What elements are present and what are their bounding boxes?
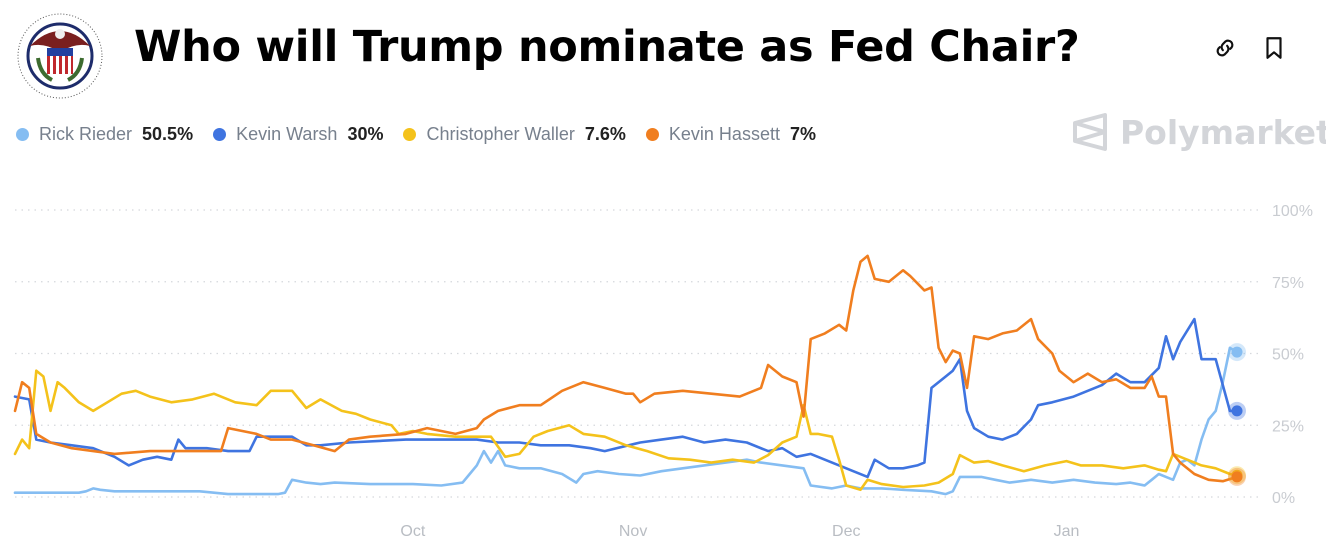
series-line-christopher-waller	[13, 369, 1239, 492]
y-tick-label: 0%	[1272, 490, 1295, 507]
x-tick-label: Nov	[619, 523, 647, 540]
polymarket-watermark: Polymarket	[1072, 112, 1326, 152]
end-point-marker	[1231, 346, 1243, 358]
x-tick-label: Jan	[1054, 523, 1080, 540]
x-tick-label: Oct	[400, 523, 425, 540]
series-line-rick-rieder	[13, 346, 1239, 496]
legend-item-kevin-hassett: Kevin Hassett 7%	[645, 124, 816, 145]
x-tick-label: Dec	[832, 523, 860, 540]
legend-name: Rick Rieder	[39, 124, 133, 144]
federal-reserve-seal-logo	[17, 13, 103, 99]
bookmark-icon	[1266, 37, 1282, 59]
end-point-marker	[1231, 405, 1243, 417]
end-point-marker	[1231, 471, 1243, 483]
legend-name: Kevin Hassett	[668, 124, 780, 144]
y-tick-label: 100%	[1272, 203, 1313, 220]
legend-value: 7%	[789, 124, 816, 144]
legend-value: 30%	[347, 124, 384, 144]
legend-name: Christopher Waller	[426, 124, 575, 144]
y-tick-label: 25%	[1272, 418, 1304, 435]
page-title: Who will Trump nominate as Fed Chair?	[134, 22, 1080, 72]
legend-dot	[213, 128, 227, 141]
legend-item-kevin-warsh: Kevin Warsh 30%	[213, 124, 383, 145]
legend-value: 7.6%	[584, 124, 626, 144]
link-icon	[1216, 39, 1234, 57]
legend-item-christopher-waller: Christopher Waller 7.6%	[403, 124, 626, 145]
legend-name: Kevin Warsh	[236, 124, 338, 144]
link-button[interactable]	[1212, 35, 1238, 61]
polymarket-logo-icon	[1073, 113, 1107, 151]
bookmark-button[interactable]	[1261, 35, 1287, 61]
y-tick-label: 50%	[1272, 347, 1304, 364]
series-line-kevin-hassett	[13, 254, 1239, 483]
legend-item-rick-rieder: Rick Rieder 50.5%	[16, 124, 193, 145]
legend-dot	[16, 128, 29, 141]
series-line-kevin-warsh	[13, 317, 1239, 479]
legend-dot	[403, 128, 417, 141]
legend-dot	[645, 128, 659, 141]
chart-legend: Rick Rieder 50.5% Kevin Warsh 30% Christop…	[16, 124, 816, 145]
y-tick-label: 75%	[1272, 275, 1304, 292]
watermark-text: Polymarket	[1120, 112, 1326, 152]
legend-value: 50.5%	[142, 124, 194, 144]
